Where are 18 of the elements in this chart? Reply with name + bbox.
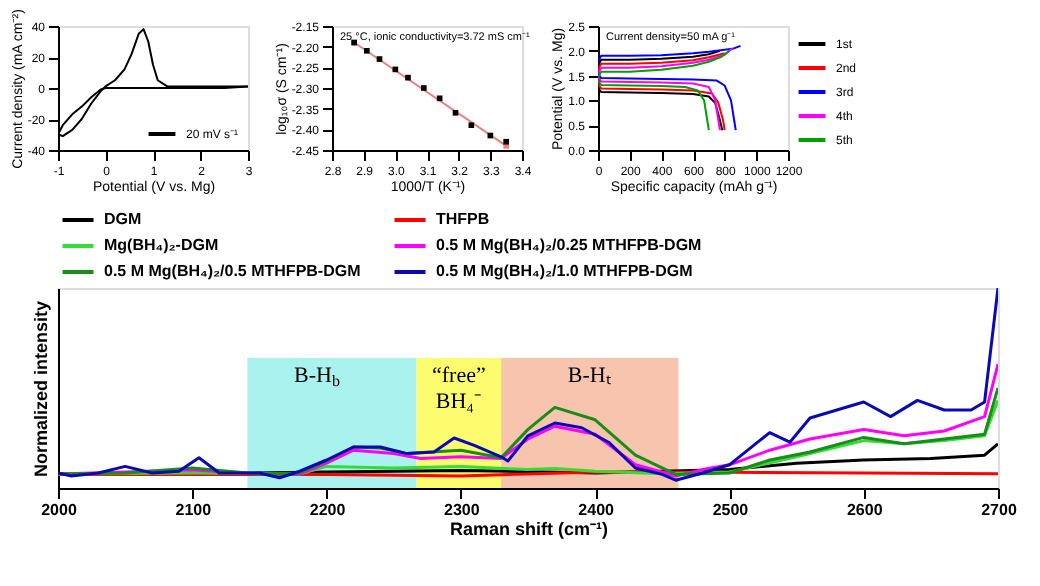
band-label: B-Hₜ: [567, 364, 612, 388]
legend-label: 0.5 M Mg(BH₄)₂/1.0 MTHFPB-DGM: [436, 262, 694, 280]
x-tick-label: 2300: [444, 501, 481, 519]
x-tick-label: 2200: [309, 501, 347, 519]
x-tick-label: 2600: [846, 501, 884, 519]
x-axis-title: Raman shift (cm⁻¹): [449, 519, 609, 539]
legend-label: DGM: [104, 210, 142, 228]
x-tick-label: 2100: [175, 501, 213, 519]
x-tick-label: 2500: [712, 501, 750, 519]
x-tick-label: 2700: [981, 501, 1018, 519]
x-tick-label: 2000: [41, 501, 78, 519]
band-label: “free” BH₄⁻: [431, 364, 486, 414]
legend-label: THFPB: [436, 210, 490, 228]
x-tick-label: 2400: [578, 501, 616, 519]
y-axis-title: Normalized intensity: [31, 300, 51, 478]
legend-label: Mg(BH₄)₂-DGM: [104, 236, 219, 254]
legend-label: 0.5 M Mg(BH₄)₂/0.5 MTHFPB-DGM: [104, 262, 362, 280]
legend-label: 0.5 M Mg(BH₄)₂/0.25 MTHFPB-DGM: [436, 236, 703, 254]
